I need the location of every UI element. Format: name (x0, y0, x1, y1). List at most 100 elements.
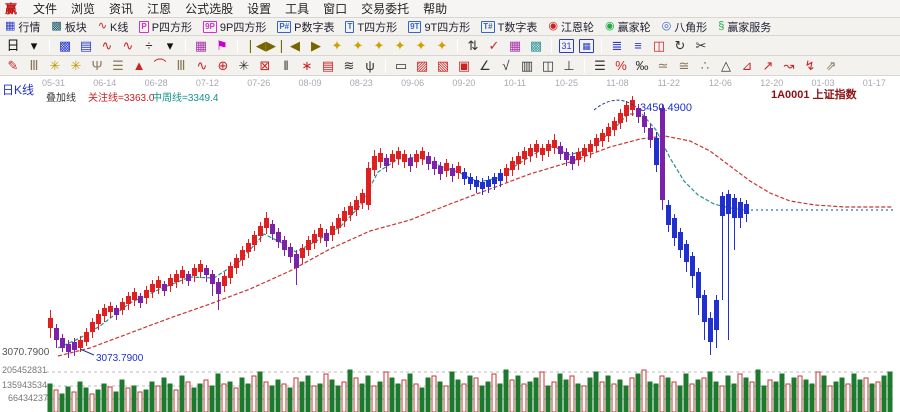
grid2-tool-icon[interactable]: ▥ (520, 57, 534, 73)
kline-button[interactable]: ∿ K线 (98, 19, 129, 35)
multi-window-icon[interactable]: ▩ (529, 37, 543, 53)
gann-wheel-button[interactable]: ◉ 江恩轮 (548, 19, 594, 35)
candlestick-chart[interactable] (0, 76, 900, 412)
list-view-icon[interactable]: ≣ (611, 37, 623, 53)
menu-item-7[interactable]: 窗口 (323, 2, 348, 16)
menu-item-8[interactable]: 交易委托 (361, 2, 410, 16)
asterisk-tool-icon[interactable]: ✳ (238, 57, 250, 73)
kline-chart-icon[interactable]: ∿ (101, 37, 113, 53)
wave-tool-icon[interactable]: ∿ (196, 57, 208, 73)
info-page-icon[interactable]: ▤ (79, 37, 93, 53)
sectors-button[interactable]: ▩ 板块 (51, 19, 86, 35)
gann-grid-icon[interactable]: ▦ (194, 37, 208, 53)
winner-service-button[interactable]: § 赢家服务 (718, 19, 771, 35)
arc-tool-icon[interactable]: ⌒ (153, 57, 167, 73)
check-tool-icon[interactable]: √ (502, 57, 510, 73)
menu-item-3[interactable]: 江恩 (147, 2, 172, 16)
hatch2-tool-icon[interactable]: ▧ (436, 57, 450, 73)
detail-view-icon[interactable]: ≡ (634, 37, 642, 53)
congruent-tool-icon[interactable]: ≅ (678, 57, 690, 73)
dots-tool-icon[interactable]: ∗ (301, 57, 313, 73)
volume-bar (545, 385, 551, 412)
menu-item-0[interactable]: 文件 (33, 2, 58, 16)
period-daily-button[interactable]: 日 (6, 37, 20, 53)
9p-square-button[interactable]: 9P 9P四方形 (203, 19, 266, 35)
bars-tool-icon[interactable]: Ⅲ (176, 57, 186, 73)
winner-wheel-button[interactable]: ◉ 赢家轮 (605, 19, 651, 35)
menu-item-9[interactable]: 帮助 (423, 2, 448, 16)
box-x-tool-icon[interactable]: ⊠ (259, 57, 271, 73)
winner-service-icon: § (718, 20, 725, 32)
period-dropdown-arrow[interactable]: ▾ (30, 37, 38, 53)
grid-window-icon[interactable]: ▦ (508, 37, 522, 53)
function-toolbar: ▦ 行情 ▩ 板块 ∿ K线 P P四方形 9P 9P四方形 P# P数字表 T T四方形 9T 9T四方形 T… (0, 18, 900, 36)
p-square-button[interactable]: P P四方形 (139, 19, 192, 35)
arrow-ne-tool-icon[interactable]: ↗ (762, 57, 774, 73)
pitchfork-tool-icon[interactable]: ψ (365, 57, 375, 73)
vertical-lines-tool-icon[interactable]: Ⅲ (29, 57, 39, 73)
p-table-button[interactable]: P# P数字表 (277, 19, 334, 35)
t-square-button[interactable]: T T四方形 (345, 19, 397, 35)
approx-tool-icon[interactable]: ≃ (657, 57, 669, 73)
menu-item-6[interactable]: 工具 (285, 2, 310, 16)
expand-up-icon[interactable]: ✦ (415, 37, 427, 53)
next-bar-icon[interactable]: ▶ (311, 37, 321, 53)
menu-item-2[interactable]: 资讯 (109, 2, 134, 16)
chart-area[interactable]: 05-31 06-14 06-28 07-12 07-26 08-09 08-23 09-06… (0, 76, 900, 412)
quotes-button[interactable]: ▦ 行情 (5, 19, 40, 35)
cycle-tool-icon[interactable]: ⊕ (217, 57, 229, 73)
waves-tool-icon[interactable]: ≋ (343, 57, 355, 73)
fill-tool-icon[interactable]: ▣ (457, 57, 471, 73)
region-chart-icon[interactable]: ▩ (58, 37, 72, 53)
volume-bar (407, 373, 413, 412)
zoom-out-icon[interactable]: ✦ (331, 37, 343, 53)
angle2-tool-icon[interactable]: ⊿ (741, 57, 753, 73)
kline-mini-icon[interactable]: ∿ (122, 37, 134, 53)
star-tool-icon[interactable]: ✳ (49, 57, 61, 73)
spacing-dropdown-arrow[interactable]: ▾ (166, 37, 174, 53)
window-tool-icon[interactable]: ◫ (541, 57, 555, 73)
menu-item-5[interactable]: 设置 (247, 2, 272, 16)
expand-down-icon[interactable]: ✦ (436, 37, 448, 53)
menu-item-4[interactable]: 公式选股 (185, 2, 234, 16)
therefore-tool-icon[interactable]: ∴ (700, 57, 710, 73)
arrow2-ne-tool-icon[interactable]: ⇗ (825, 57, 837, 73)
menu-tool-icon[interactable]: ☰ (594, 57, 606, 73)
spacing-tool-icon[interactable]: ÷ (145, 37, 153, 53)
flag-marker-icon[interactable]: ⚑ (216, 37, 228, 53)
hatch-tool-icon[interactable]: ▨ (415, 57, 429, 73)
ruler-tool-icon[interactable]: ▤ (321, 57, 335, 73)
9t-square-button[interactable]: 9T 9T四方形 (408, 19, 470, 35)
compress-right-icon[interactable]: ✦ (394, 37, 406, 53)
t-table-button[interactable]: T# T数字表 (481, 19, 537, 35)
prev-bar-icon[interactable]: ◀ (290, 37, 300, 53)
angle-tool-icon[interactable]: ∠ (479, 57, 491, 73)
percent-tool-icon[interactable]: % (615, 57, 627, 73)
refresh-icon[interactable]: ↻ (674, 37, 686, 53)
zoom-in-icon[interactable]: ✦ (352, 37, 364, 53)
gann-fan-tool-icon[interactable]: Ψ (91, 57, 103, 73)
save-icon[interactable]: ◫ (652, 37, 666, 53)
pencil-tool-icon[interactable]: ✎ (7, 57, 19, 73)
star2-tool-icon[interactable]: ✳ (70, 57, 82, 73)
triangle-tool-icon[interactable]: △ (721, 57, 731, 73)
compress-left-icon[interactable]: ✦ (373, 37, 385, 53)
bolt-tool-icon[interactable]: ↯ (804, 57, 816, 73)
squiggle-arrow-tool-icon[interactable]: ↝ (783, 57, 795, 73)
calendar-icon[interactable]: 31 (559, 38, 574, 53)
menu-item-1[interactable]: 浏览 (71, 2, 96, 16)
octagon-button[interactable]: ◎ 八角形 (662, 19, 708, 35)
parallel-tool-icon[interactable]: ‖ (283, 57, 289, 73)
last-bar-icon[interactable]: ▶❘ (266, 37, 287, 53)
grid-tool-icon[interactable]: ☰ (112, 57, 124, 73)
rect-select-icon[interactable]: ▭ (394, 57, 408, 73)
calculator-icon[interactable]: ▦ (579, 38, 594, 53)
trend-tool-icon[interactable]: ▲ (132, 57, 146, 73)
t-square-button-label: T四方形 (357, 21, 398, 34)
drop-tool-icon[interactable]: ⊥ (563, 57, 575, 73)
permille-tool-icon[interactable]: ‰ (635, 57, 649, 73)
first-bar-icon[interactable]: ❘◀ (245, 37, 266, 53)
angle-mark-icon[interactable]: ✓ (488, 37, 500, 53)
capture-icon[interactable]: ✂ (695, 37, 707, 53)
updown-marker-icon[interactable]: ⇅ (467, 37, 479, 53)
